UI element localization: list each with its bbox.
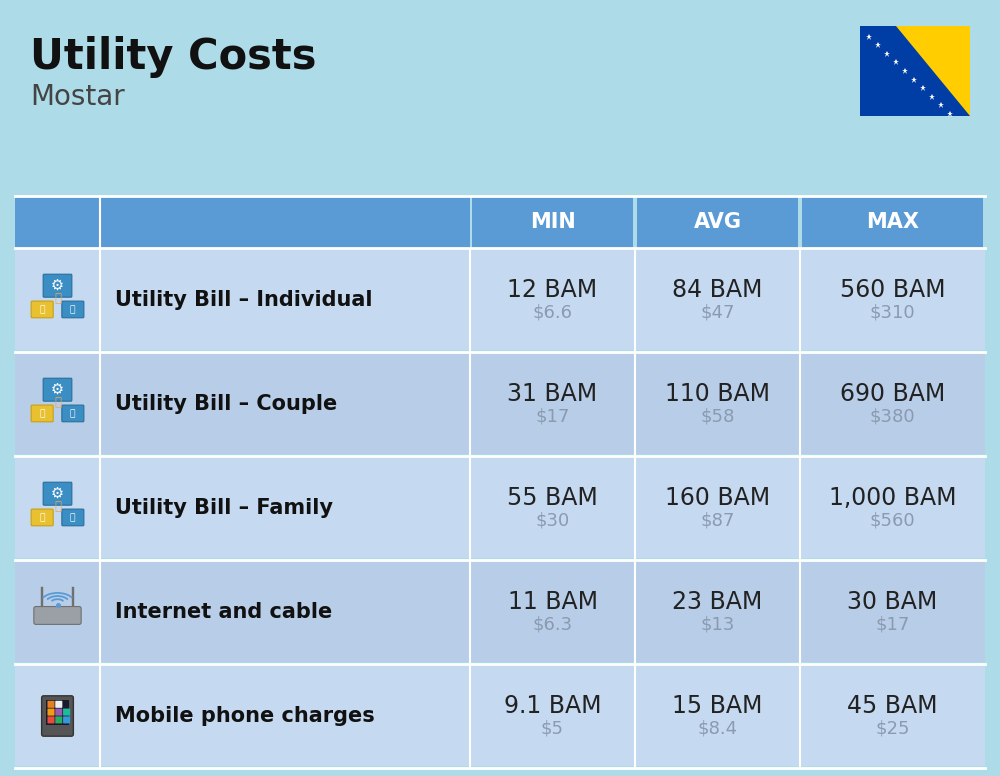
FancyBboxPatch shape [62,509,84,526]
FancyBboxPatch shape [47,716,55,723]
FancyBboxPatch shape [15,666,985,766]
Text: 23 BAM: 23 BAM [672,590,763,614]
Text: 🧑: 🧑 [54,396,61,409]
Text: MIN: MIN [530,212,575,232]
Text: 💧: 💧 [70,513,75,522]
Text: Internet and cable: Internet and cable [115,602,332,622]
FancyBboxPatch shape [860,26,970,116]
FancyBboxPatch shape [802,196,983,248]
FancyBboxPatch shape [31,405,53,422]
Text: $380: $380 [870,408,915,426]
Text: 84 BAM: 84 BAM [672,278,763,302]
FancyBboxPatch shape [46,701,69,725]
Text: AVG: AVG [694,212,742,232]
Text: Utility Bill – Individual: Utility Bill – Individual [115,290,372,310]
Text: 15 BAM: 15 BAM [672,694,763,718]
FancyBboxPatch shape [55,701,62,708]
Text: 🧑: 🧑 [54,292,61,305]
Text: $8.4: $8.4 [697,720,738,738]
Text: $25: $25 [875,720,910,738]
Text: 12 BAM: 12 BAM [507,278,598,302]
FancyBboxPatch shape [43,482,72,505]
Text: 45 BAM: 45 BAM [847,694,938,718]
Text: $310: $310 [870,304,915,322]
FancyBboxPatch shape [47,708,55,715]
Text: ⚙: ⚙ [51,279,64,293]
Text: 30 BAM: 30 BAM [847,590,938,614]
Text: $6.6: $6.6 [532,304,572,322]
FancyBboxPatch shape [42,696,73,736]
FancyBboxPatch shape [34,607,81,625]
FancyBboxPatch shape [15,354,985,454]
Text: Utility Costs: Utility Costs [30,36,316,78]
Text: $13: $13 [700,616,735,634]
Text: 31 BAM: 31 BAM [507,382,598,406]
Text: $17: $17 [875,616,910,634]
FancyBboxPatch shape [15,562,985,662]
Text: MAX: MAX [866,212,919,232]
Text: $58: $58 [700,408,735,426]
Text: Mostar: Mostar [30,83,125,111]
Text: 🧑: 🧑 [54,500,61,513]
FancyBboxPatch shape [637,196,798,248]
FancyBboxPatch shape [62,301,84,318]
Text: Utility Bill – Family: Utility Bill – Family [115,498,333,518]
Text: 55 BAM: 55 BAM [507,486,598,510]
Text: 160 BAM: 160 BAM [665,486,770,510]
Text: 🔌: 🔌 [39,513,45,522]
Text: 110 BAM: 110 BAM [665,382,770,406]
FancyBboxPatch shape [55,716,62,723]
FancyBboxPatch shape [55,708,62,715]
FancyBboxPatch shape [15,196,470,248]
Text: 💧: 💧 [70,409,75,418]
Text: Utility Bill – Couple: Utility Bill – Couple [115,394,337,414]
Text: Mobile phone charges: Mobile phone charges [115,706,375,726]
Text: $30: $30 [535,512,570,530]
Text: ⚙: ⚙ [51,383,64,397]
FancyBboxPatch shape [15,458,985,558]
FancyBboxPatch shape [31,509,53,526]
FancyBboxPatch shape [63,716,70,723]
Text: $6.3: $6.3 [532,616,573,634]
Text: 690 BAM: 690 BAM [840,382,945,406]
FancyBboxPatch shape [31,301,53,318]
Text: 💧: 💧 [70,305,75,314]
Text: ⚙: ⚙ [51,487,64,501]
FancyBboxPatch shape [62,405,84,422]
Text: 11 BAM: 11 BAM [508,590,598,614]
Text: 560 BAM: 560 BAM [840,278,945,302]
FancyBboxPatch shape [63,708,70,715]
Text: 🔌: 🔌 [39,409,45,418]
Text: 1,000 BAM: 1,000 BAM [829,486,956,510]
FancyBboxPatch shape [43,274,72,297]
Polygon shape [896,26,970,116]
FancyBboxPatch shape [43,378,72,401]
Text: 🔌: 🔌 [39,305,45,314]
Text: $87: $87 [700,512,735,530]
Text: 9.1 BAM: 9.1 BAM [504,694,601,718]
Text: $17: $17 [535,408,570,426]
Text: $47: $47 [700,304,735,322]
FancyBboxPatch shape [472,196,633,248]
Text: $560: $560 [870,512,915,530]
Text: $5: $5 [541,720,564,738]
FancyBboxPatch shape [15,250,985,350]
FancyBboxPatch shape [47,701,55,708]
